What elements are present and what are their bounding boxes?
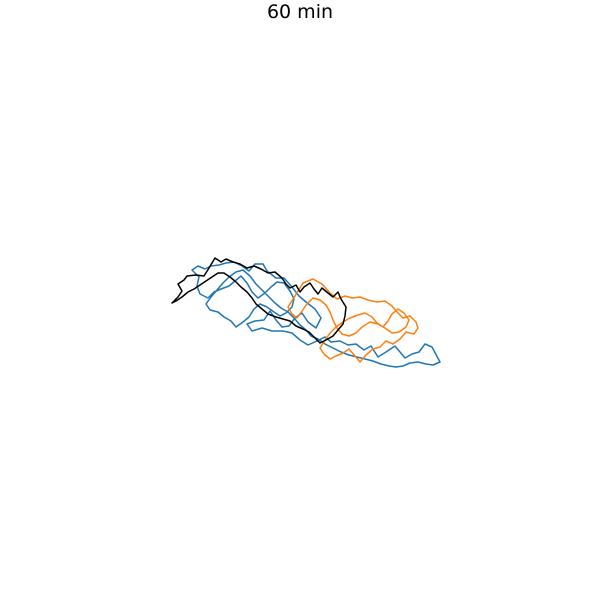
trajectory-group: [171, 257, 441, 368]
trajectory-black: [171, 257, 347, 344]
trajectory-blue: [191, 261, 441, 368]
figure-title: 60 min: [266, 1, 334, 23]
